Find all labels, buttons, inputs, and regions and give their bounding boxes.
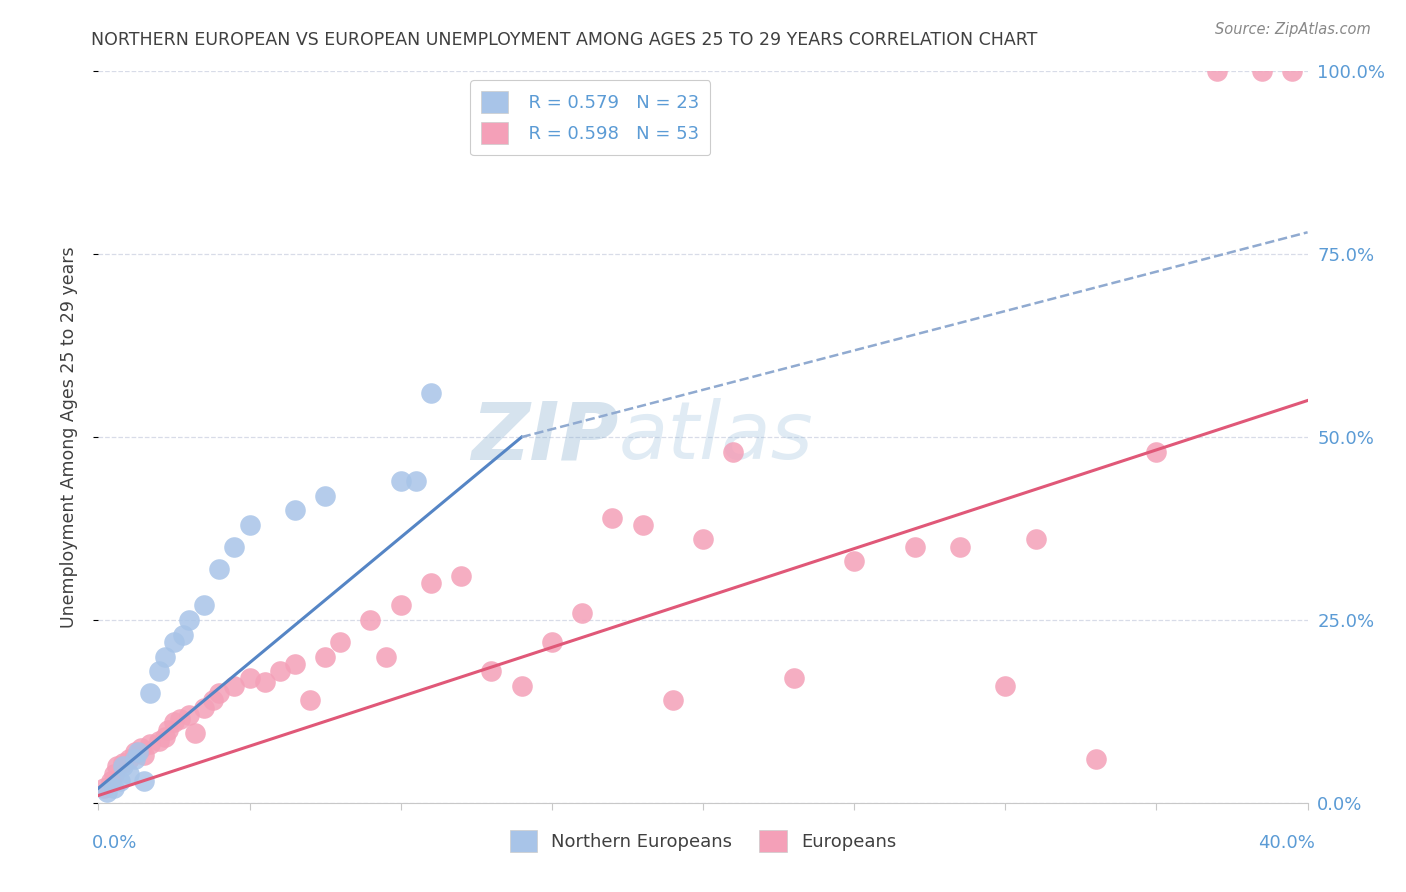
Point bbox=[389, 599, 412, 613]
Point bbox=[96, 785, 118, 799]
Point bbox=[108, 773, 131, 788]
Point bbox=[124, 752, 146, 766]
Point bbox=[239, 517, 262, 532]
Text: Source: ZipAtlas.com: Source: ZipAtlas.com bbox=[1215, 22, 1371, 37]
Point bbox=[163, 715, 186, 730]
Point bbox=[179, 613, 201, 627]
Point bbox=[1281, 64, 1303, 78]
Point bbox=[1206, 64, 1229, 78]
Point bbox=[118, 752, 141, 766]
Point bbox=[360, 613, 382, 627]
Point bbox=[127, 745, 149, 759]
Point bbox=[156, 723, 179, 737]
Point bbox=[723, 444, 745, 458]
Text: 40.0%: 40.0% bbox=[1258, 834, 1315, 852]
Point bbox=[139, 737, 162, 751]
Point bbox=[571, 606, 593, 620]
Point bbox=[602, 510, 624, 524]
Point bbox=[103, 766, 125, 780]
Point bbox=[1146, 444, 1168, 458]
Point bbox=[405, 474, 427, 488]
Point bbox=[540, 635, 562, 649]
Point bbox=[129, 740, 152, 755]
Point bbox=[193, 700, 215, 714]
Point bbox=[105, 759, 128, 773]
Point bbox=[153, 649, 176, 664]
Point bbox=[111, 759, 134, 773]
Point bbox=[314, 489, 336, 503]
Point bbox=[224, 679, 246, 693]
Point bbox=[148, 664, 170, 678]
Point bbox=[420, 576, 443, 591]
Text: NORTHERN EUROPEAN VS EUROPEAN UNEMPLOYMENT AMONG AGES 25 TO 29 YEARS CORRELATION: NORTHERN EUROPEAN VS EUROPEAN UNEMPLOYME… bbox=[91, 31, 1038, 49]
Point bbox=[132, 748, 155, 763]
Point bbox=[100, 773, 122, 788]
Point bbox=[132, 773, 155, 788]
Point bbox=[148, 733, 170, 747]
Point bbox=[103, 781, 125, 796]
Point bbox=[172, 627, 194, 641]
Point bbox=[284, 657, 307, 671]
Point bbox=[169, 712, 191, 726]
Point bbox=[1024, 533, 1046, 547]
Point bbox=[153, 730, 176, 744]
Point bbox=[692, 533, 714, 547]
Point bbox=[208, 686, 231, 700]
Text: ZIP: ZIP bbox=[471, 398, 619, 476]
Point bbox=[224, 540, 246, 554]
Point bbox=[124, 745, 146, 759]
Text: 0.0%: 0.0% bbox=[91, 834, 136, 852]
Point bbox=[1251, 64, 1274, 78]
Point bbox=[389, 474, 412, 488]
Point bbox=[904, 540, 927, 554]
Point bbox=[179, 708, 201, 723]
Point bbox=[118, 766, 141, 780]
Point bbox=[93, 781, 115, 796]
Point bbox=[481, 664, 503, 678]
Point bbox=[1085, 752, 1108, 766]
Point bbox=[139, 686, 162, 700]
Point bbox=[949, 540, 972, 554]
Point bbox=[208, 562, 231, 576]
Point bbox=[844, 554, 866, 568]
Point bbox=[374, 649, 396, 664]
Text: atlas: atlas bbox=[619, 398, 813, 476]
Point bbox=[299, 693, 322, 707]
Point bbox=[994, 679, 1017, 693]
Point bbox=[314, 649, 336, 664]
Point bbox=[269, 664, 291, 678]
Point bbox=[253, 675, 276, 690]
Point bbox=[661, 693, 683, 707]
Point bbox=[450, 569, 472, 583]
Y-axis label: Unemployment Among Ages 25 to 29 years: Unemployment Among Ages 25 to 29 years bbox=[59, 246, 77, 628]
Point bbox=[193, 599, 215, 613]
Point bbox=[329, 635, 352, 649]
Point bbox=[184, 726, 207, 740]
Point bbox=[202, 693, 225, 707]
Point bbox=[631, 517, 654, 532]
Point bbox=[783, 672, 806, 686]
Point bbox=[163, 635, 186, 649]
Point bbox=[510, 679, 533, 693]
Point bbox=[420, 386, 443, 401]
Point bbox=[239, 672, 262, 686]
Legend: Northern Europeans, Europeans: Northern Europeans, Europeans bbox=[502, 823, 904, 860]
Point bbox=[111, 756, 134, 770]
Point bbox=[284, 503, 307, 517]
